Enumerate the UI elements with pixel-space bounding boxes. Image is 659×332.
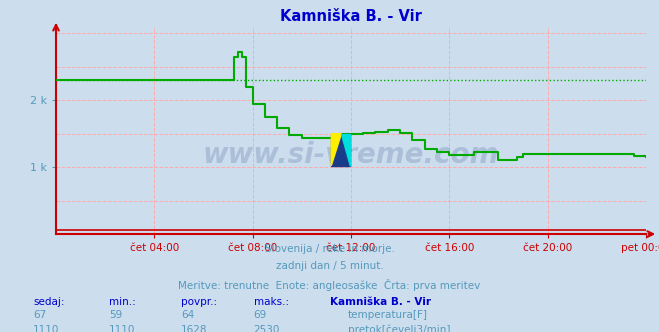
Text: povpr.:: povpr.: xyxy=(181,297,217,307)
Text: zadnji dan / 5 minut.: zadnji dan / 5 minut. xyxy=(275,261,384,271)
Text: www.si-vreme.com: www.si-vreme.com xyxy=(203,141,499,169)
Text: Slovenija / reke in morje.: Slovenija / reke in morje. xyxy=(264,244,395,254)
Text: min.:: min.: xyxy=(109,297,136,307)
Text: 67: 67 xyxy=(33,310,46,320)
Text: temperatura[F]: temperatura[F] xyxy=(348,310,428,320)
Text: 1628: 1628 xyxy=(181,325,208,332)
Text: 1110: 1110 xyxy=(109,325,135,332)
Text: 69: 69 xyxy=(254,310,267,320)
Polygon shape xyxy=(341,134,350,166)
Text: 64: 64 xyxy=(181,310,194,320)
Polygon shape xyxy=(331,134,341,166)
Title: Kamniška B. - Vir: Kamniška B. - Vir xyxy=(280,9,422,24)
Text: 59: 59 xyxy=(109,310,122,320)
Text: sedaj:: sedaj: xyxy=(33,297,65,307)
Text: 1110: 1110 xyxy=(33,325,59,332)
Text: pretok[čevelj3/min]: pretok[čevelj3/min] xyxy=(348,325,451,332)
Text: 2530: 2530 xyxy=(254,325,280,332)
Text: Meritve: trenutne  Enote: angleosaške  Črta: prva meritev: Meritve: trenutne Enote: angleosaške Črt… xyxy=(179,279,480,290)
Text: Kamniška B. - Vir: Kamniška B. - Vir xyxy=(330,297,430,307)
Bar xyxy=(331,134,350,166)
Text: maks.:: maks.: xyxy=(254,297,289,307)
